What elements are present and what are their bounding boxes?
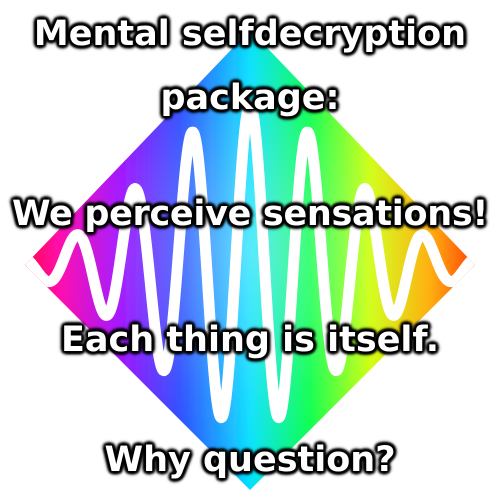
caption-line-1: Mental selfdecryption [33, 14, 467, 54]
caption-line-3: We perceive sensations! [11, 194, 489, 234]
caption-line-4: Each thing is itself. [60, 320, 440, 360]
caption-line-5: Why question? [104, 440, 396, 480]
caption-line-2: package: [160, 78, 340, 118]
white-wave-line [25, 99, 475, 424]
